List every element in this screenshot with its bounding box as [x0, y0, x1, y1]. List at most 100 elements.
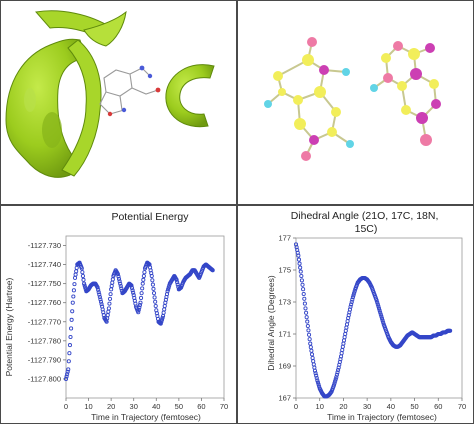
- data-point: [312, 368, 318, 373]
- data-point: [95, 285, 100, 290]
- data-point-marker: [96, 287, 101, 292]
- data-point-marker: [381, 320, 386, 325]
- data-point-marker: [107, 296, 113, 301]
- data-series: [63, 260, 215, 381]
- y-tick-label: 167: [278, 394, 291, 403]
- data-point-marker: [80, 273, 85, 279]
- data-point-marker: [117, 279, 122, 284]
- data-point-marker: [314, 375, 319, 381]
- data-point-marker: [351, 293, 356, 298]
- data-point: [210, 268, 215, 273]
- docking-panel: [0, 0, 236, 204]
- dihedral-angle-chart: Dihedral Angle (21O, 17C, 18N, 15C) Dihe…: [266, 210, 466, 422]
- data-point-marker: [150, 282, 155, 287]
- data-point-marker: [82, 283, 87, 288]
- data-point-marker: [136, 307, 141, 312]
- data-point-marker: [138, 295, 144, 300]
- data-point-marker: [352, 289, 357, 294]
- data-point-marker: [98, 299, 104, 304]
- data-point: [68, 334, 73, 340]
- data-point: [158, 321, 163, 326]
- data-point: [165, 289, 170, 294]
- data-point: [301, 287, 306, 292]
- data-point-marker: [335, 370, 340, 375]
- data-point-marker: [299, 273, 304, 279]
- data-point: [66, 367, 71, 372]
- data-series: [293, 242, 453, 399]
- data-point-marker: [72, 282, 77, 287]
- data-point-marker: [307, 337, 312, 342]
- y-tick-label: -1127.790: [28, 355, 61, 364]
- data-point-marker: [302, 296, 307, 301]
- data-point-marker: [116, 276, 122, 281]
- data-point-marker: [119, 286, 124, 291]
- data-point-marker: [131, 290, 136, 295]
- data-point-marker: [70, 309, 75, 314]
- data-point-marker: [350, 297, 355, 302]
- data-point-marker: [301, 291, 306, 297]
- data-point-marker: [142, 270, 147, 275]
- y-tick-label: 177: [278, 234, 291, 243]
- data-point-marker: [304, 315, 309, 320]
- data-point-marker: [315, 380, 320, 385]
- potential-energy-chart: Potential Energy Potential Energy (Hartr…: [4, 211, 228, 422]
- chart-title: Dihedral Angle (21O, 17C, 18N, 15C): [291, 210, 442, 235]
- chart-title: Potential Energy: [111, 211, 189, 223]
- frame-left: [0, 0, 1, 424]
- data-point-marker: [349, 302, 354, 307]
- x-tick-label: 30: [130, 402, 138, 411]
- data-point-marker: [107, 301, 112, 306]
- data-point-marker: [152, 295, 157, 300]
- x-tick-label: 10: [84, 402, 92, 411]
- y-tick-label: 169: [278, 362, 291, 371]
- dihedral-angle-panel: Dihedral Angle (21O, 17C, 18N, 15C) Dihe…: [238, 206, 474, 424]
- data-point-marker: [378, 310, 383, 315]
- data-point: [348, 304, 353, 309]
- data-point-marker: [308, 345, 313, 350]
- data-point-marker: [153, 299, 158, 304]
- data-point-marker: [377, 308, 382, 313]
- data-point: [138, 300, 143, 305]
- x-tick-label: 0: [64, 402, 68, 411]
- data-point-marker: [139, 291, 144, 296]
- data-point-marker: [65, 369, 70, 374]
- data-point-marker: [379, 316, 385, 321]
- data-point-marker: [150, 278, 155, 283]
- potential-energy-panel: Potential Energy Potential Energy (Hartr…: [0, 206, 236, 424]
- data-point-marker: [332, 381, 337, 386]
- data-point: [118, 281, 123, 286]
- ligand-atoms: [107, 65, 161, 117]
- data-point-marker: [159, 319, 164, 324]
- y-tick-label: -1127.760: [28, 298, 61, 307]
- data-point-marker: [297, 261, 302, 266]
- data-point-marker: [380, 318, 385, 323]
- data-point-marker: [309, 348, 314, 353]
- data-point: [298, 269, 303, 274]
- data-point: [70, 300, 75, 305]
- data-point-marker: [305, 319, 310, 324]
- data-point: [305, 323, 310, 329]
- x-tick-label: 70: [220, 402, 228, 411]
- data-point-marker: [97, 292, 102, 297]
- data-point: [315, 378, 320, 383]
- y-tick-label: 175: [278, 266, 291, 275]
- data-point: [174, 277, 179, 282]
- x-tick-label: 70: [458, 402, 466, 411]
- protein-surface-right: [165, 64, 215, 128]
- data-point: [376, 306, 382, 311]
- data-point-marker: [299, 278, 304, 283]
- y-tick-label: -1127.730: [28, 241, 61, 250]
- data-point-marker: [116, 274, 121, 279]
- x-tick-label: 40: [152, 402, 160, 411]
- data-point-marker: [160, 315, 165, 320]
- data-point-marker: [302, 301, 307, 306]
- data-point-marker: [81, 277, 86, 282]
- data-point-marker: [64, 374, 69, 379]
- x-axis-label: Time in Trajectory (femtosec): [91, 412, 201, 422]
- data-point-marker: [96, 290, 101, 295]
- data-point-marker: [69, 326, 74, 331]
- y-tick-label: -1127.750: [28, 279, 61, 288]
- ligand-wireframe: [99, 67, 159, 115]
- data-point-marker: [333, 379, 338, 384]
- data-point-marker: [137, 305, 142, 310]
